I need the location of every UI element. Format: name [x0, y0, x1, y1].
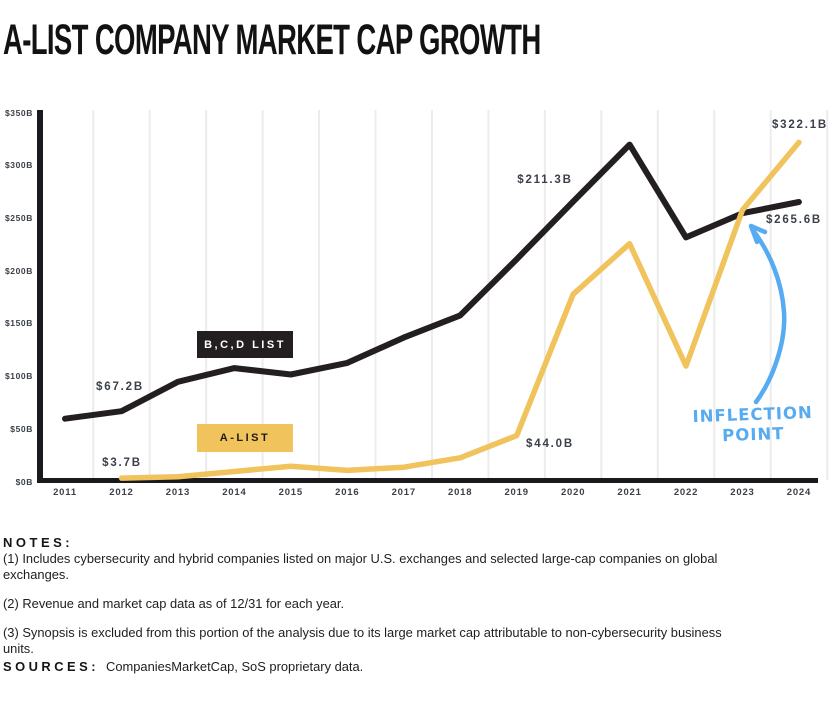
- x-tick-label: 2019: [504, 487, 529, 498]
- x-tick-label: 2021: [617, 487, 642, 498]
- legend-a-list-label: A-LIST: [219, 432, 271, 444]
- x-tick-label: 2013: [165, 487, 191, 498]
- inflection-arrow: [749, 226, 787, 405]
- sources-heading: SOURCES:: [3, 659, 100, 674]
- y-tick-label: $100B: [4, 371, 33, 382]
- value-annotation: $44.0B: [526, 438, 574, 450]
- page-title: A-LIST COMPANY MARKET CAP GROWTH: [3, 16, 541, 64]
- x-tick-label: 2015: [278, 487, 303, 498]
- x-tick-label: 2012: [109, 487, 134, 498]
- y-tick-label: $50B: [10, 423, 33, 434]
- value-annotation: $211.3B: [517, 174, 573, 186]
- legend-bcd-list: B,C,D LIST: [197, 331, 293, 358]
- sources-line: SOURCES: CompaniesMarketCap, SoS propriet…: [3, 659, 363, 674]
- x-tick-label: 2018: [448, 487, 473, 498]
- y-tick-label: $250B: [4, 212, 33, 223]
- x-tick-label: 2020: [560, 487, 586, 498]
- value-annotation: $67.2B: [96, 381, 144, 393]
- note-1: (1) Includes cybersecurity and hybrid co…: [3, 551, 718, 582]
- value-annotation: $322.1B: [771, 119, 829, 131]
- market-cap-line-chart: [37, 110, 829, 483]
- y-tick-label: $350B: [4, 107, 33, 118]
- y-tick-label: $300B: [4, 160, 33, 171]
- value-annotation: $3.7B: [102, 457, 142, 469]
- x-tick-label: 2023: [730, 487, 755, 498]
- value-annotation: $265.6B: [765, 214, 823, 226]
- x-tick-label: 2011: [53, 487, 77, 498]
- x-tick-label: 2024: [786, 487, 812, 498]
- x-tick-label: 2017: [391, 487, 416, 498]
- bcd-list-line: [62, 141, 802, 422]
- y-tick-label: $200B: [4, 265, 33, 276]
- notes-heading: NOTES:: [3, 535, 74, 550]
- legend-bcd-list-label: B,C,D LIST: [204, 338, 286, 351]
- a-list-line: [118, 139, 802, 481]
- x-tick-label: 2014: [222, 487, 247, 498]
- inflection-arrowhead: [748, 223, 768, 245]
- legend-a-list: A-LIST: [197, 424, 293, 452]
- inflection-point-label: INFLECTION POINT: [687, 403, 818, 448]
- note-3: (3) Synopsis is excluded from this porti…: [3, 625, 722, 656]
- y-tick-label: $150B: [4, 318, 33, 329]
- note-2: (2) Revenue and market cap data as of 12…: [3, 596, 345, 611]
- x-tick-label: 2016: [335, 487, 360, 498]
- sources-text: CompaniesMarketCap, SoS proprietary data…: [106, 659, 364, 674]
- x-tick-label: 2022: [673, 487, 699, 498]
- y-tick-label: $0B: [15, 476, 33, 487]
